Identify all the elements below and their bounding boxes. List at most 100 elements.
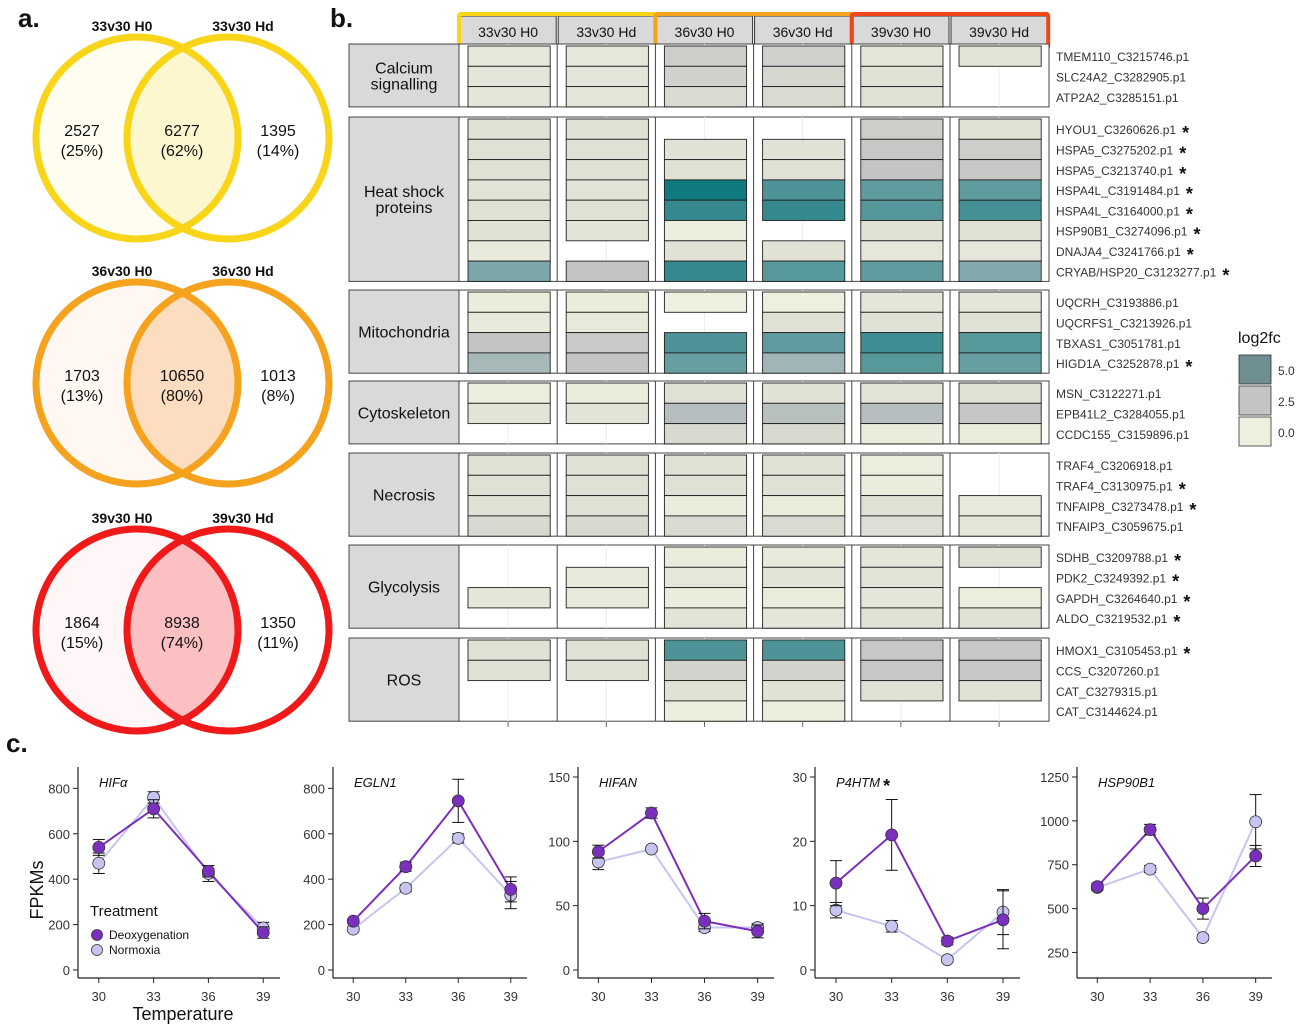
category-strip [348, 637, 460, 722]
heatmap-cell [860, 607, 944, 629]
heatmap-cell [663, 474, 748, 497]
heatmap-cell [467, 220, 551, 242]
x-tick-label: 30 [829, 989, 843, 1004]
venn-mid-count: 10650 [160, 368, 205, 385]
venn-mid-pct: (74%) [161, 635, 204, 652]
significance-star: * [1186, 184, 1193, 204]
gene-label: EPB41L2_C3284055.p1 [1056, 407, 1186, 421]
gene-label: MSN_C3122271.p1 [1056, 387, 1162, 401]
gene-label: GAPDH_C3264640.p1 [1056, 592, 1178, 606]
heatmap-cell [860, 332, 944, 354]
series-line [835, 909, 1004, 961]
heatmap-cell [762, 546, 846, 568]
venn-right-circle [123, 525, 333, 735]
venn-right-circle [123, 278, 333, 488]
y-tick-label: 200 [303, 918, 325, 933]
gene-label: CAT_C3144624.p1 [1056, 705, 1158, 719]
y-tick-label: 10 [793, 899, 807, 914]
y-tick-label: 1250 [1040, 770, 1069, 785]
heatmap-cell [565, 199, 649, 221]
legend-swatch [1238, 354, 1272, 385]
heatmap-cell [663, 332, 748, 354]
heatmap-cell [762, 659, 846, 682]
significance-star: * [1185, 357, 1192, 377]
data-point [645, 842, 658, 856]
series-line [1096, 821, 1257, 940]
gene-label: UQCRH_C3193886.p1 [1056, 296, 1179, 310]
data-point [940, 934, 954, 948]
panel-a-label: a. [18, 3, 40, 33]
heatmap-cell [663, 260, 748, 282]
venn-mid-pct: (80%) [161, 388, 204, 405]
heatmap-cell [860, 138, 944, 161]
series-line [835, 833, 1004, 943]
heatmap-cell [860, 118, 944, 140]
heatmap-cell [565, 495, 649, 517]
gene-label: HSPA4L_C3191484.p1 [1056, 184, 1180, 198]
condition-header-label: 36v30 H0 [675, 24, 735, 40]
y-tick-label: 750 [1047, 858, 1069, 873]
x-tick-label: 39 [504, 989, 518, 1004]
condition-header-label: 36v30 Hd [773, 24, 833, 40]
heatmap-cell [467, 515, 551, 537]
heatmap-cell [860, 474, 944, 497]
category-strip [348, 380, 460, 445]
y-tick-label: 500 [1047, 902, 1069, 917]
heatmap-cell [467, 474, 551, 497]
y-tick-label: 0 [318, 963, 325, 978]
heatmap-cell [860, 566, 944, 589]
y-tick-label: 1000 [1040, 814, 1069, 829]
x-tick-label: 33 [884, 989, 898, 1004]
heatmap-legend: log2fc 5.0 2.5 0.0 [1238, 330, 1295, 447]
heatmap-cell [958, 291, 1042, 313]
legend-swatch [1238, 385, 1272, 416]
venn-left-count: 1864 [64, 615, 100, 632]
heatmap-cell [762, 607, 846, 629]
x-tick-label: 36 [201, 989, 215, 1004]
heatmap-cell [860, 639, 944, 661]
x-tick-label: 36 [697, 989, 711, 1004]
data-point [1249, 815, 1263, 829]
heatmap-cell [762, 454, 846, 476]
condition-header-label: 33v30 H0 [478, 24, 538, 40]
x-tick-label: 39 [256, 989, 270, 1004]
heatmap-cell [467, 402, 551, 425]
heatmap-cell [762, 423, 846, 445]
heatmap-cell [860, 352, 944, 374]
category-panel-2: Mitochondria UQCRH_C3193886.p1 UQCRFS1_C32… [348, 289, 1192, 377]
venn-overlap-fill [127, 37, 238, 239]
heatmap-cell [860, 495, 944, 517]
heatmap-cell [762, 332, 846, 354]
gene-label: CCDC155_C3159896.p1 [1056, 428, 1190, 442]
significance-star: * [1189, 500, 1196, 520]
heatmap-cell [467, 659, 551, 682]
venn-left-count: 1703 [64, 368, 100, 385]
heatmap-cell [958, 659, 1042, 682]
heatmap-cell [565, 179, 649, 201]
data-point [92, 856, 106, 870]
heatmap-cell [565, 639, 649, 661]
heatmap-cell [663, 495, 748, 517]
venn-right-pct: (8%) [261, 388, 295, 405]
legend-title: Treatment [90, 903, 159, 920]
y-tick-label: 600 [303, 827, 325, 842]
heatmap-cell [958, 220, 1042, 242]
heatmap-cell [762, 86, 846, 108]
legend-swatch [1238, 416, 1272, 447]
heatmap-cell [565, 587, 649, 609]
significance-star: * [1179, 164, 1186, 184]
category-label: Heat shock proteins [364, 184, 445, 217]
x-tick-label: 30 [346, 989, 360, 1004]
gene-label: CCS_C3207260.p1 [1056, 664, 1160, 678]
heatmap-cell [565, 159, 649, 181]
heatmap-cell [467, 260, 551, 282]
heatmap-cell [565, 332, 649, 354]
venn-mid-count: 8938 [164, 615, 200, 632]
heatmap-cell [565, 260, 649, 282]
heatmap-cell [860, 515, 944, 537]
series-line [98, 807, 264, 934]
category-strip [348, 452, 460, 537]
heatmap-cell [762, 138, 846, 161]
heatmap-cell [958, 515, 1042, 537]
heatmap-cell [958, 546, 1042, 568]
